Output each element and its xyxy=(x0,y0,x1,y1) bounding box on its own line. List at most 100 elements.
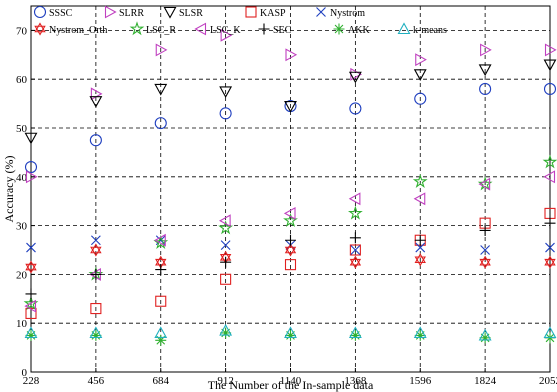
data-point-lsc-k xyxy=(413,192,426,206)
data-point-akk xyxy=(285,329,296,341)
legend-marker-kasp xyxy=(245,6,257,18)
data-point-slsr xyxy=(348,71,362,84)
axis-ticks: 228 456 684 912 1140 1368 1596 1824 2052 0 10 20 30 4… xyxy=(16,25,557,387)
hexagram-part xyxy=(34,25,46,36)
legend-marker-slrr xyxy=(104,5,117,19)
legend-label-sec: SEC xyxy=(273,25,292,36)
data-point-sssc xyxy=(479,82,492,96)
data-point-lsc-k xyxy=(478,177,491,191)
legend-label-lsc-r: LSC_R xyxy=(146,25,176,36)
legend-marker-lsc-k xyxy=(194,22,207,36)
data-point-nystrom-orth xyxy=(25,260,37,274)
data-point-slrr xyxy=(155,43,168,57)
data-point-sec xyxy=(285,234,296,246)
series-slrr xyxy=(25,28,557,184)
data-point-slrr xyxy=(480,43,492,57)
data-point-lsc-k xyxy=(218,214,231,228)
legend-marker-nystrom-orth xyxy=(34,22,46,36)
data-point-nystrom xyxy=(26,242,36,253)
data-point-slsr xyxy=(219,86,233,99)
legend-label-lsc-k: LSC_K xyxy=(210,25,241,36)
legend-label-slsr: SLSR xyxy=(179,8,203,19)
data-point-slrr xyxy=(415,53,427,67)
x-tick-label: 1140 xyxy=(280,375,302,387)
x-axis-title: The Number of the In-sample data xyxy=(208,378,374,392)
data-point-kasp xyxy=(349,244,361,256)
data-point-sssc xyxy=(414,92,427,105)
y-tick-label: 30 xyxy=(16,221,28,233)
legend-label-kasp: KASP xyxy=(260,8,286,19)
data-point-slsr xyxy=(284,100,297,113)
data-point-k-means xyxy=(89,326,103,339)
data-point-nystrom-orth xyxy=(349,255,362,269)
data-point-akk xyxy=(349,329,361,341)
legend-label-akk: AKK xyxy=(348,25,370,36)
series-nystrom xyxy=(26,235,555,255)
hexagram-part xyxy=(414,253,426,264)
data-point-lsc-k xyxy=(24,299,37,313)
legend: SSSC SLRR SLSR KASP Nystrom Nystrom_Orth LSC_R… xyxy=(33,5,447,36)
hexagram-part xyxy=(34,22,46,33)
data-point-slrr xyxy=(544,43,557,57)
hexagram-part xyxy=(349,255,362,266)
series-nystrom-orth xyxy=(25,243,556,274)
data-point-k-means xyxy=(413,326,427,339)
legend-marker-akk xyxy=(333,23,345,35)
data-point-sssc xyxy=(89,134,102,147)
data-point-lsc-k xyxy=(283,206,296,220)
hexagram-part xyxy=(90,243,102,254)
data-point-slrr xyxy=(25,170,38,184)
hexagram-part xyxy=(544,258,556,269)
hexagram-part xyxy=(90,246,102,257)
series-sec xyxy=(25,217,556,300)
legend-marker-sec xyxy=(258,23,270,35)
legend-label-sssc: SSSC xyxy=(49,8,73,19)
data-point-lsc-k xyxy=(348,192,361,206)
x-tick-label: 1596 xyxy=(409,375,432,387)
data-point-lsc-r xyxy=(412,173,428,188)
data-point-k-means xyxy=(478,328,492,341)
data-point-nystrom-orth xyxy=(544,255,556,269)
legend-label-nystrom: Nystrom xyxy=(330,8,365,19)
data-point-nystrom xyxy=(90,235,101,246)
data-point-sssc xyxy=(543,82,557,96)
data-point-nystrom xyxy=(350,245,361,255)
data-point-slsr xyxy=(543,59,557,72)
data-point-sssc xyxy=(154,117,167,130)
data-point-sec xyxy=(25,288,37,300)
hexagram-part xyxy=(284,246,297,257)
data-point-nystrom xyxy=(480,245,491,255)
x-tick-label: 456 xyxy=(88,375,105,387)
hexagram-part xyxy=(219,254,232,264)
data-point-k-means xyxy=(219,323,233,336)
data-point-akk xyxy=(479,332,491,344)
y-tick-label: 60 xyxy=(16,74,28,86)
data-point-kasp xyxy=(155,295,167,307)
hexagram-part xyxy=(479,255,491,266)
y-tick-label: 40 xyxy=(16,172,28,184)
legend-label-nystrom-orth: Nystrom_Orth xyxy=(49,25,107,36)
data-point-kasp xyxy=(90,303,102,315)
data-point-nystrom xyxy=(415,242,426,253)
data-point-lsc-r xyxy=(347,205,363,220)
x-tick-label: 228 xyxy=(23,375,40,387)
data-point-sec xyxy=(220,256,232,268)
data-point-slsr xyxy=(154,83,168,96)
x-tick-label: 684 xyxy=(153,375,170,387)
data-point-k-means xyxy=(154,326,168,339)
hexagram-part xyxy=(349,258,362,269)
data-point-k-means xyxy=(543,326,557,339)
legend-marker-sssc xyxy=(33,5,47,19)
legend-label-k-means: k-means xyxy=(413,25,447,36)
data-point-lsc-k xyxy=(543,170,556,184)
data-point-akk xyxy=(90,329,102,341)
x-tick-label: 1368 xyxy=(344,375,367,387)
data-point-sec xyxy=(155,264,167,276)
hexagram-part xyxy=(544,255,556,266)
data-point-nystrom-orth xyxy=(479,255,491,269)
data-point-k-means xyxy=(284,326,297,339)
data-point-nystrom-orth xyxy=(414,253,426,267)
x-tick-label: 912 xyxy=(217,375,234,387)
y-tick-label: 20 xyxy=(16,269,28,281)
data-point-akk xyxy=(155,334,167,346)
